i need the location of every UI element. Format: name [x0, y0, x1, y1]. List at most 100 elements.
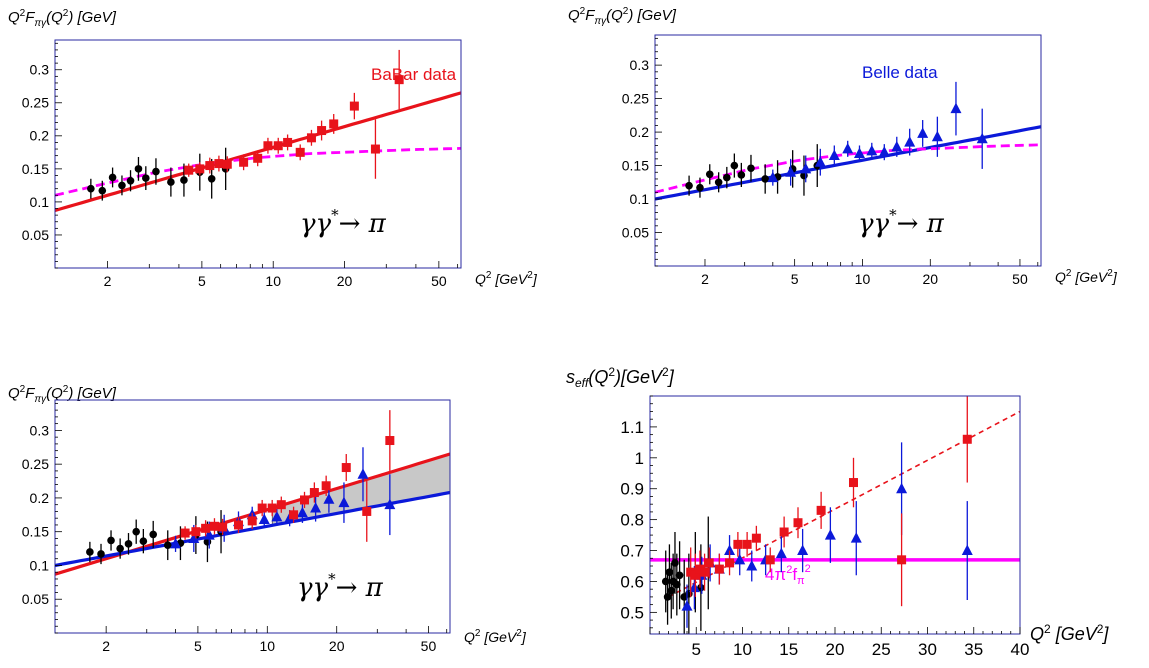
- data-point-square: [704, 558, 714, 568]
- y-tick-label: 0.2: [630, 124, 650, 140]
- data-point-circle: [108, 173, 117, 182]
- y-tick-label: 0.2: [30, 128, 50, 144]
- data-point-triangle: [746, 560, 758, 571]
- data-point-square: [218, 522, 228, 532]
- x-tick-label: 20: [329, 638, 345, 654]
- data-point-circle: [705, 170, 714, 179]
- data-point-square: [233, 520, 243, 530]
- data-point-square: [742, 539, 752, 549]
- data-point-circle: [124, 540, 133, 548]
- data-point-square: [300, 495, 310, 505]
- series-cleo: [87, 147, 230, 201]
- process-label-p0: γγ*→ π: [300, 206, 387, 239]
- x-axis-label-p3: Q2 [GeV2]: [1030, 622, 1109, 644]
- y-tick-label: 0.6: [620, 572, 644, 591]
- data-point-square: [733, 539, 743, 549]
- series-label-belle: Belle data: [862, 63, 938, 82]
- y-tick-label: 0.15: [622, 157, 649, 173]
- data-point-square: [849, 478, 858, 488]
- data-point-square: [309, 488, 319, 498]
- data-point-circle: [107, 536, 115, 545]
- data-point-circle: [685, 181, 693, 190]
- plot-area-bottom-left: 2 5 10 20 50 0.05 0.1 0.15 0.2 0.25 0.3: [22, 399, 451, 654]
- x-tick-label: 5: [791, 271, 799, 287]
- plot-marks-top-right: [655, 81, 1041, 201]
- data-point-square: [341, 463, 351, 473]
- x-tick-label: 20: [826, 640, 845, 659]
- data-point-triangle: [688, 581, 700, 593]
- data-point-circle: [207, 174, 216, 183]
- plot-marks-bottom-left: [55, 410, 450, 576]
- y-tick-label: 0.9: [620, 480, 644, 499]
- y-axis-label-p1: Q2Fπγ(Q2) [GeV]: [568, 6, 677, 27]
- y-tick-label: 0.1: [30, 194, 50, 210]
- y-axis-label-p0: Q2Fπγ(Q2) [GeV]: [8, 8, 117, 29]
- data-point-circle: [149, 530, 158, 539]
- data-point-triangle: [976, 132, 988, 144]
- data-point-square: [321, 481, 331, 491]
- data-point-triangle: [323, 493, 335, 504]
- series-babar-data: [184, 49, 404, 179]
- process-label-p1: γγ*→ π: [858, 206, 945, 239]
- data-point-circle: [697, 583, 705, 592]
- y-tick-label: 0.7: [620, 541, 644, 560]
- data-point-triangle: [271, 510, 283, 522]
- y-tick-label: 0.05: [22, 591, 49, 607]
- data-point-circle: [126, 176, 135, 185]
- x-tick-label: 10: [855, 271, 871, 287]
- data-point-square: [370, 144, 380, 154]
- data-point-triangle: [891, 140, 903, 152]
- data-point-circle: [180, 176, 188, 184]
- y-tick-label: 0.1: [30, 557, 50, 573]
- data-point-circle: [665, 568, 674, 576]
- data-point-triangle: [866, 144, 878, 156]
- data-point-circle: [118, 181, 126, 190]
- plot-area-top-left: 2 5 10 20 50 0.05 0.1 0.15 0.2 0.25 0.3: [22, 39, 462, 289]
- data-point-square: [793, 518, 803, 528]
- data-point-square: [257, 503, 267, 513]
- data-point-triangle: [842, 142, 854, 154]
- y-tick-label: 0.3: [630, 57, 650, 73]
- data-point-triangle: [797, 544, 809, 556]
- data-point-square: [317, 126, 327, 136]
- data-point-square: [201, 523, 211, 533]
- data-point-square: [214, 159, 224, 169]
- x-tick-label: 15: [779, 640, 798, 659]
- process-label-p2: γγ*→ π: [297, 570, 384, 603]
- data-point-triangle: [917, 127, 929, 138]
- y-tick-label: 0.2: [30, 490, 50, 506]
- data-point-square: [283, 137, 293, 147]
- x-tick-label: 10: [265, 273, 281, 289]
- x-tick-label: 5: [198, 273, 206, 289]
- data-point-circle: [696, 183, 704, 192]
- data-point-triangle: [734, 553, 746, 565]
- data-point-square: [394, 75, 404, 85]
- y-tick-label: 0.25: [22, 456, 49, 472]
- data-point-triangle: [961, 544, 973, 556]
- data-point-circle: [673, 580, 681, 589]
- data-point-square: [180, 528, 190, 538]
- data-point-square: [714, 564, 724, 574]
- data-point-square: [222, 159, 232, 169]
- x-tick-label: 10: [260, 638, 276, 654]
- data-point-square: [385, 436, 395, 446]
- data-point-triangle: [724, 544, 736, 556]
- data-point-circle: [671, 559, 679, 567]
- y-tick-label: 1: [635, 449, 644, 468]
- data-point-circle: [747, 164, 755, 173]
- data-point-triangle: [785, 166, 797, 177]
- plot-frame: [54, 399, 451, 634]
- data-point-circle: [87, 184, 95, 193]
- data-point-square: [897, 555, 907, 565]
- data-point-triangle: [767, 171, 779, 183]
- data-point-square: [273, 141, 283, 151]
- data-point-square: [690, 570, 700, 580]
- plot-marks-top-left: [55, 49, 461, 213]
- y-tick-label: 0.8: [620, 511, 644, 530]
- data-point-square: [239, 157, 249, 167]
- x-tick-label: 2: [104, 273, 112, 289]
- data-point-square: [184, 165, 194, 175]
- data-point-circle: [167, 178, 175, 186]
- x-tick-label: 2: [701, 271, 709, 287]
- x-axis-label-p0: Q2 [GeV2]: [475, 270, 538, 287]
